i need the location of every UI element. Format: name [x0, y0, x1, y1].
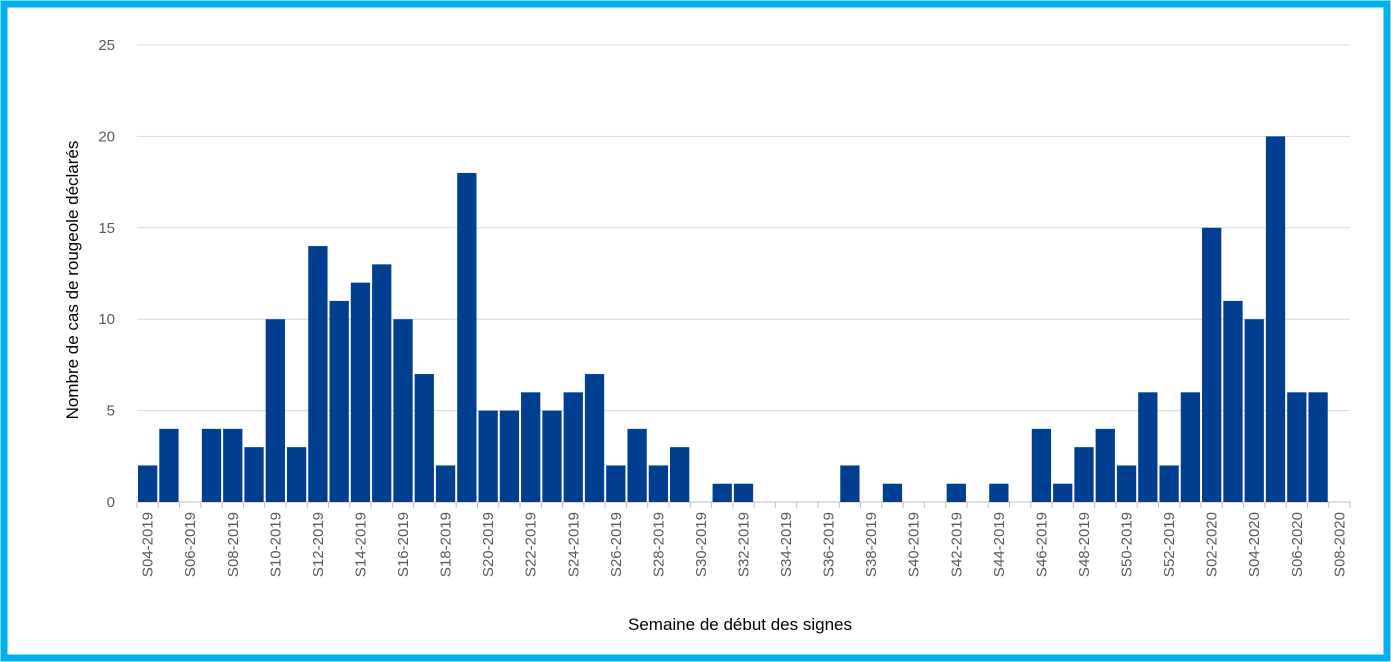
- bar: [882, 483, 903, 502]
- bar: [1265, 136, 1286, 502]
- x-tick-label: S20-2019: [480, 512, 497, 577]
- bar: [329, 300, 349, 502]
- bar: [1308, 392, 1328, 502]
- bar: [265, 319, 285, 502]
- bar: [414, 374, 434, 502]
- x-tick-label: S36-2019: [821, 512, 838, 577]
- x-tick-label: S40-2019: [906, 512, 923, 577]
- x-tick-label: S06-2019: [182, 512, 199, 577]
- x-tick-label: S14-2019: [352, 512, 369, 577]
- bar: [627, 428, 647, 502]
- bar: [712, 483, 732, 502]
- bar: [435, 465, 456, 502]
- bar: [1180, 392, 1201, 502]
- bar: [1244, 319, 1264, 502]
- y-tick-label: 0: [107, 494, 115, 511]
- x-tick-label: S34-2019: [778, 512, 795, 577]
- bar: [1202, 227, 1222, 503]
- x-tick-label: S30-2019: [693, 512, 710, 577]
- bar: [648, 465, 669, 502]
- y-axis-title: Nombre de cas de rougeole déclarés: [63, 141, 82, 420]
- bar: [1287, 392, 1307, 502]
- x-tick-label: S06-2020: [1289, 512, 1306, 577]
- x-tick-label: S04-2019: [140, 512, 157, 577]
- bar: [1223, 300, 1243, 502]
- bar: [138, 465, 158, 502]
- x-tick-label: S50-2019: [1119, 512, 1136, 577]
- x-tick-label: S46-2019: [1033, 512, 1050, 577]
- x-tick-label: S52-2019: [1161, 512, 1178, 577]
- bar: [606, 465, 626, 502]
- y-tick-label: 15: [98, 220, 115, 237]
- bar: [478, 410, 498, 502]
- y-tick-label: 25: [98, 37, 115, 54]
- bar: [563, 392, 583, 502]
- bar: [1116, 465, 1137, 502]
- x-tick-label: S08-2020: [1331, 512, 1348, 577]
- bar: [308, 246, 328, 502]
- x-tick-label: S08-2019: [225, 512, 242, 577]
- x-tick-label: S28-2019: [650, 512, 667, 577]
- x-tick-label: S44-2019: [991, 512, 1008, 577]
- y-tick-label: 10: [98, 311, 115, 328]
- bar: [1095, 428, 1115, 502]
- bar: [223, 428, 243, 502]
- x-tick-label: S38-2019: [863, 512, 880, 577]
- bar: [670, 447, 690, 502]
- x-tick-label: S48-2019: [1076, 512, 1093, 577]
- bar: [733, 483, 754, 502]
- bar: [840, 465, 860, 502]
- bar: [521, 392, 541, 502]
- bar: [244, 447, 264, 502]
- x-tick-label: S04-2020: [1246, 512, 1263, 577]
- bar: [350, 282, 371, 502]
- bar: [946, 483, 966, 502]
- x-tick-label: S18-2019: [438, 512, 455, 577]
- x-tick-label: S10-2019: [267, 512, 284, 577]
- bar: [457, 172, 477, 502]
- x-axis-title: Semaine de début des signes: [628, 615, 852, 634]
- x-tick-label: S26-2019: [608, 512, 625, 577]
- bar: [393, 319, 413, 502]
- bar: [1031, 428, 1052, 502]
- bar: [201, 428, 222, 502]
- bar: [286, 447, 307, 502]
- bar: [1159, 465, 1179, 502]
- bar: [1074, 447, 1094, 502]
- bar: [1053, 483, 1073, 502]
- bar: [989, 483, 1009, 502]
- x-tick-label: S12-2019: [310, 512, 327, 577]
- bar: [499, 410, 520, 502]
- y-tick-label: 5: [107, 403, 115, 420]
- x-tick-label: S16-2019: [395, 512, 412, 577]
- y-tick-label: 20: [98, 128, 115, 145]
- x-tick-label: S02-2020: [1204, 512, 1221, 577]
- bar: [584, 374, 605, 502]
- bar: [1138, 392, 1158, 502]
- x-tick-label: S24-2019: [565, 512, 582, 577]
- x-tick-label: S22-2019: [523, 512, 540, 577]
- x-tick-label: S32-2019: [736, 512, 753, 577]
- x-tick-label: S42-2019: [948, 512, 965, 577]
- bar: [372, 264, 392, 502]
- bar: [159, 428, 179, 502]
- bar: [542, 410, 562, 502]
